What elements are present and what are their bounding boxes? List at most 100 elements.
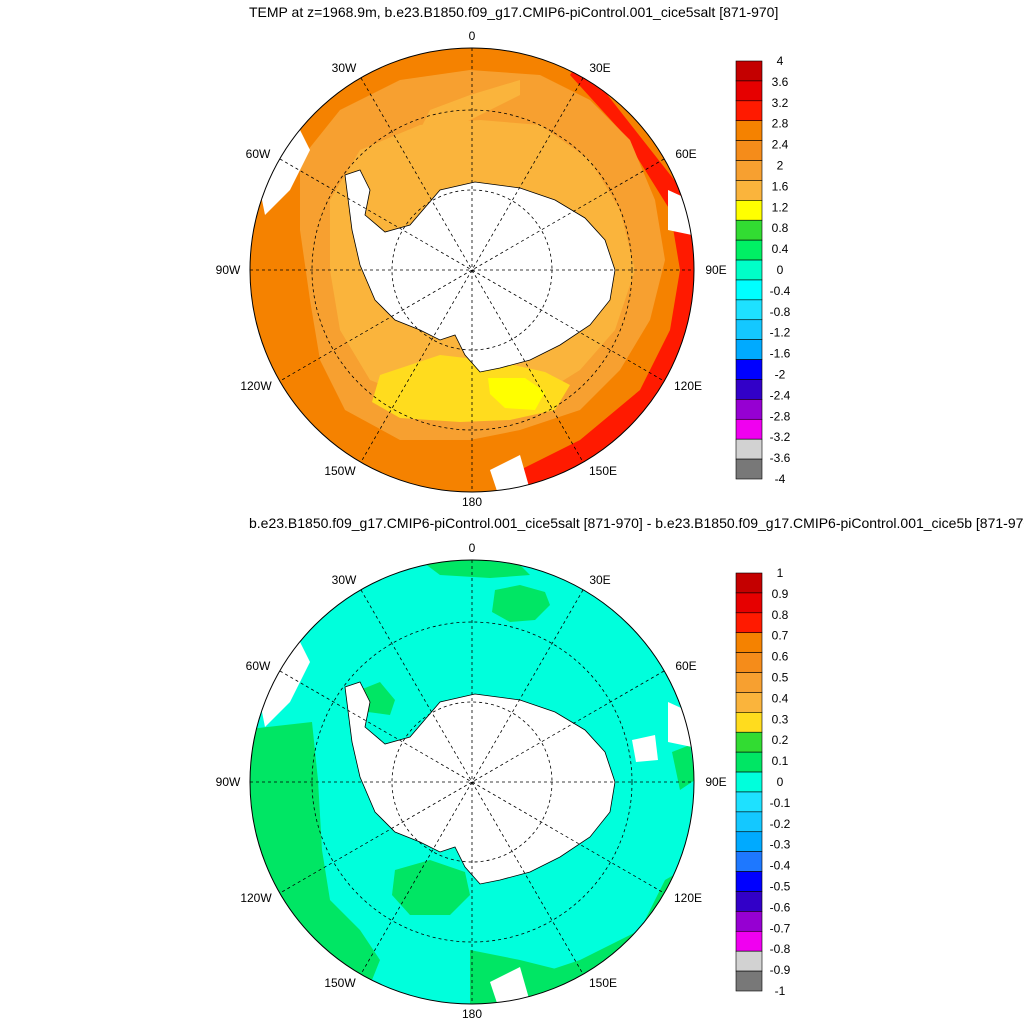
top-map: 0 30W 30E 60W 60E 90W 90E 120W 120E 150W… — [216, 29, 727, 509]
top-colorbar-label: 4 — [777, 54, 784, 68]
bottom-map-border — [249, 559, 695, 1005]
bottom-colorbar-swatch — [735, 612, 763, 634]
bottom-lon-90e: 90E — [705, 775, 726, 789]
bottom-colorbar-label: 0.1 — [772, 754, 789, 768]
bottom-colorbar-label: -0.1 — [770, 796, 791, 810]
top-colorbar-label: 2.8 — [772, 117, 789, 131]
bottom-lon-30e: 30E — [589, 573, 610, 587]
bottom-colorbar-swatch — [735, 831, 763, 852]
top-lon-90e: 90E — [705, 263, 726, 277]
top-colorbar-swatch — [735, 160, 763, 181]
bottom-field-green-east — [672, 745, 694, 790]
bottom-lon-30w: 30W — [332, 573, 357, 587]
bottom-colorbar-swatch — [735, 751, 763, 773]
top-field-bright-yellow — [488, 378, 545, 410]
bottom-antarctica — [344, 681, 616, 885]
top-colorbar-swatch — [735, 399, 763, 420]
top-colorbar-swatch — [735, 259, 763, 281]
top-lon-60e: 60E — [675, 147, 696, 161]
top-colorbar-swatch — [735, 379, 763, 400]
bottom-colorbar-label: 0.7 — [772, 629, 789, 643]
top-colorbar-swatch — [735, 299, 763, 321]
top-colorbar-label: -1.2 — [770, 326, 791, 340]
top-colorbar-swatch — [735, 140, 763, 161]
top-colorbar-swatch — [735, 80, 763, 102]
top-colorbar-label: -0.4 — [770, 284, 791, 298]
bottom-colorbar-label: 1 — [777, 566, 784, 580]
bottom-lon-180: 180 — [462, 1007, 482, 1021]
bottom-colorbar-label: -0.9 — [770, 963, 791, 977]
top-colorbar-swatch — [735, 60, 763, 82]
bottom-land-samerica — [258, 642, 310, 727]
bottom-graticule — [250, 560, 694, 1004]
top-colorbar-label: 0.4 — [772, 242, 789, 256]
top-lon-150e: 150E — [589, 464, 617, 478]
bottom-colorbar-swatch — [735, 930, 763, 952]
top-colorbar-label: -1.6 — [770, 347, 791, 361]
bottom-land-africa-edge — [668, 702, 692, 747]
bottom-colorbar-label: 0.9 — [772, 587, 789, 601]
bottom-colorbar-label: -1 — [775, 984, 786, 998]
bottom-colorbar-swatch — [735, 652, 763, 673]
bottom-colorbar-label: -0.2 — [770, 817, 791, 831]
top-map-border — [249, 47, 695, 493]
top-colorbar-label: -3.2 — [770, 430, 791, 444]
bottom-colorbar-swatch — [735, 891, 763, 912]
top-colorbar-label: -2.8 — [770, 409, 791, 423]
bottom-field-green-ross — [392, 860, 470, 915]
top-colorbar-swatch — [735, 359, 763, 380]
bottom-land-kerguelen — [632, 735, 658, 762]
bottom-colorbar-label: 0.3 — [772, 712, 789, 726]
top-colorbar: 4 3.6 3.2 2.8 2.4 2 1.6 1.2 0.8 0.4 0 -0.4 -0.8 -1.2 -… — [735, 54, 791, 486]
bottom-colorbar-swatch — [735, 731, 763, 753]
bottom-colorbar-label: 0.4 — [772, 691, 789, 705]
bottom-map: 0 30W 30E 60W 60E 90W 90E 120W 120E 150W… — [216, 541, 727, 1021]
bottom-colorbar-label: -0.4 — [770, 859, 791, 873]
bottom-colorbar: 1 0.9 0.8 0.7 0.6 0.5 0.4 0.3 0.2 0.1 0 -0.1 -0.2 -0.… — [735, 566, 791, 998]
top-colorbar-label: 2 — [777, 159, 784, 173]
top-colorbar-label: 3.2 — [772, 96, 789, 110]
top-panel-title: TEMP at z=1968.9m, b.e23.B1850.f09_g17.C… — [249, 4, 779, 20]
top-lon-180: 180 — [462, 495, 482, 509]
top-colorbar-label: -3.6 — [770, 451, 791, 465]
top-colorbar-swatch — [735, 279, 763, 301]
top-lon-90w: 90W — [216, 263, 241, 277]
bottom-colorbar-label: -0.5 — [770, 880, 791, 894]
bottom-lon-150w: 150W — [324, 976, 356, 990]
bottom-colorbar-swatch — [735, 970, 763, 992]
bottom-colorbar-label: -0.6 — [770, 900, 791, 914]
top-colorbar-label: 0.8 — [772, 221, 789, 235]
bottom-colorbar-label: 0.6 — [772, 650, 789, 664]
top-colorbar-label: -0.8 — [770, 305, 791, 319]
bottom-lon-60e: 60E — [675, 659, 696, 673]
bottom-colorbar-swatch — [735, 911, 763, 932]
top-colorbar-swatch — [735, 438, 763, 460]
bottom-colorbar-label: -0.8 — [770, 942, 791, 956]
top-lon-60w: 60W — [246, 147, 271, 161]
top-colorbar-label: 2.4 — [772, 138, 789, 152]
bottom-colorbar-swatch — [735, 592, 763, 614]
bottom-field-green-north — [420, 560, 530, 578]
top-colorbar-swatch — [735, 239, 763, 261]
top-field-ne-patch — [410, 80, 520, 155]
top-lon-30w: 30W — [332, 61, 357, 75]
top-lon-30e: 30E — [589, 61, 610, 75]
top-lon-150w: 150W — [324, 464, 356, 478]
bottom-lon-120w: 120W — [240, 891, 272, 905]
top-colorbar-label: 1.2 — [772, 200, 789, 214]
top-lon-120w: 120W — [240, 379, 272, 393]
bottom-colorbar-swatch — [735, 572, 763, 594]
bottom-lon-120e: 120E — [674, 891, 702, 905]
top-colorbar-label: -2.4 — [770, 388, 791, 402]
bottom-lon-60w: 60W — [246, 659, 271, 673]
top-graticule — [250, 48, 694, 492]
top-antarctica — [344, 169, 616, 373]
top-colorbar-swatch — [735, 458, 763, 480]
bottom-colorbar-swatch — [735, 771, 763, 793]
bottom-colorbar-label: -0.7 — [770, 921, 791, 935]
top-colorbar-label: 0 — [777, 263, 784, 277]
top-colorbar-swatch — [735, 319, 763, 340]
top-lon-0: 0 — [469, 29, 476, 43]
bottom-colorbar-label: 0.2 — [772, 733, 789, 747]
bottom-colorbar-swatch — [735, 672, 763, 693]
